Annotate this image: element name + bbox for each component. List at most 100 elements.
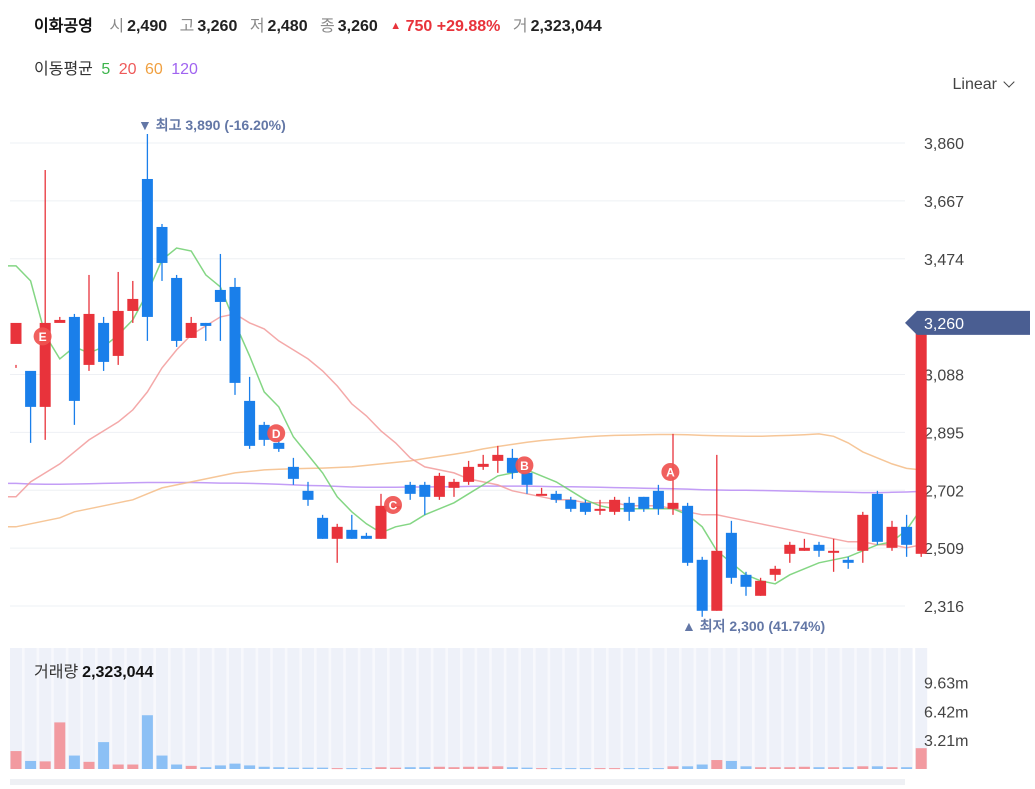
candle-body [317, 517, 329, 539]
ma60-legend[interactable]: 60 [144, 61, 163, 78]
open-label: 시 [109, 18, 125, 35]
volume-bar [784, 767, 796, 769]
volume-bar [156, 755, 168, 769]
volume-column-bg [798, 648, 811, 769]
candle [200, 322, 212, 341]
volume-column-bg [477, 648, 490, 769]
volume-bar [638, 768, 650, 770]
candle-body [740, 574, 752, 587]
candle-body [623, 502, 635, 512]
volume-column-bg [243, 648, 256, 769]
candle [419, 481, 431, 515]
candle [798, 538, 810, 551]
volume-column-bg [185, 648, 198, 769]
candle-body [521, 472, 533, 485]
y-tick-label: 3,860 [924, 136, 964, 153]
candle-body [857, 514, 869, 551]
volume-bar [317, 767, 329, 769]
candle-body [550, 493, 562, 500]
ma20-legend[interactable]: 20 [118, 61, 137, 78]
candle [565, 496, 577, 512]
volume-bar [83, 761, 95, 769]
volume-bar [536, 768, 548, 770]
volume-bar [725, 760, 737, 769]
scale-dropdown[interactable]: Linear [953, 76, 1015, 94]
volume-bar [302, 767, 314, 769]
candle [579, 499, 591, 515]
high-label: 고 [179, 18, 195, 35]
candle-body [565, 499, 577, 509]
volume-column-bg [652, 648, 665, 769]
change-value: ▲ 750 +29.88% [390, 18, 500, 35]
ma120-legend[interactable]: 120 [171, 61, 198, 78]
volume-bar [696, 764, 708, 769]
y-tick-label: 2,509 [924, 541, 964, 558]
volume-column-bg [886, 648, 898, 769]
up-triangle-icon: ▲ [390, 20, 402, 32]
candle-body [842, 559, 854, 563]
candle [828, 538, 840, 572]
candle-body [346, 529, 358, 539]
candle [331, 523, 343, 563]
candle [521, 472, 533, 494]
candle-body [638, 496, 650, 509]
volume-bar [68, 755, 80, 769]
candle [857, 511, 869, 563]
y-tick-label: 3,474 [924, 252, 964, 269]
candle [302, 481, 314, 506]
candle-body [404, 484, 416, 494]
candle-body [112, 310, 124, 356]
volume-bar [171, 764, 183, 769]
candle [536, 487, 548, 496]
volume-bar [755, 767, 767, 769]
candle-body [448, 481, 460, 488]
candle-body [302, 490, 314, 500]
candle-body [506, 457, 518, 473]
close-value: 3,260 [337, 18, 378, 35]
candle [127, 280, 139, 323]
volume-column-bg [170, 648, 183, 769]
candle [112, 271, 124, 365]
candle-body [273, 442, 285, 449]
volume-bar [506, 767, 518, 769]
volume-bar [287, 767, 299, 769]
volume-bar [39, 761, 51, 769]
candle-body [98, 322, 110, 362]
candle [141, 134, 153, 341]
candle [594, 499, 606, 515]
candle [842, 556, 854, 569]
volume-bar [433, 766, 445, 769]
candle [185, 316, 197, 338]
candle-body [433, 475, 445, 497]
volume-bar [740, 766, 752, 769]
volume-column-bg [199, 648, 212, 769]
candle-body [258, 424, 270, 440]
low-value: 2,480 [267, 18, 308, 35]
volume-column-bg [448, 648, 460, 769]
volume-bar [711, 760, 723, 769]
volume-title-label: 거래량 [34, 664, 79, 681]
candle [25, 370, 37, 443]
volume-bar [769, 767, 781, 769]
volume-bar [54, 722, 66, 769]
candle-body [463, 466, 475, 482]
candle-body [10, 322, 22, 344]
volume-column-bg [404, 648, 417, 769]
volume-column-bg [156, 648, 168, 769]
volume-bar [258, 766, 270, 769]
volume-bar [346, 768, 358, 770]
volume-bar [579, 768, 591, 770]
volume-bar [185, 765, 197, 769]
ma5-legend[interactable]: 5 [101, 61, 111, 78]
high-value: 3,260 [197, 18, 238, 35]
candle-body [331, 526, 343, 539]
change-percent: +29.88% [436, 18, 501, 35]
candle-body [594, 508, 606, 511]
y-tick-label: 2,316 [924, 599, 964, 616]
candle [171, 274, 183, 347]
candle-body [579, 502, 591, 512]
candle [317, 514, 329, 539]
volume-bar [828, 767, 840, 769]
candle [463, 460, 475, 485]
